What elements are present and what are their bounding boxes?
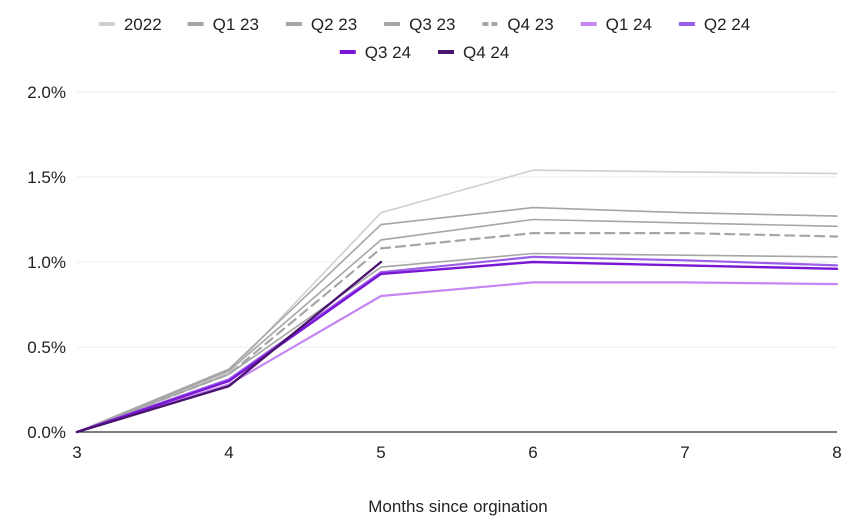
y-tick-label: 1.5% — [27, 168, 66, 187]
series-line-q3-23 — [76, 252, 838, 433]
x-tick-label: 6 — [528, 443, 537, 462]
legend-label: 2022 — [124, 15, 162, 34]
y-axis-tick-labels: 0.0% 0.5% 1.0% 1.5% 2.0% — [27, 83, 66, 442]
y-tick-label: 1.0% — [27, 253, 66, 272]
x-axis-title: Months since orgination — [368, 497, 548, 516]
x-tick-label: 4 — [224, 443, 233, 462]
legend-label: Q1 24 — [606, 15, 652, 34]
x-tick-label: 7 — [680, 443, 689, 462]
legend-label: Q2 23 — [311, 15, 357, 34]
series-line-q2-24 — [75, 255, 839, 434]
x-axis-tick-labels: 3 4 5 6 7 8 — [72, 443, 841, 462]
legend-label: Q3 23 — [409, 15, 455, 34]
x-tick-label: 3 — [72, 443, 81, 462]
grid-lines — [77, 91, 837, 433]
x-tick-label: 5 — [376, 443, 385, 462]
series-line-2022 — [76, 169, 838, 433]
series-line-q1-24 — [75, 281, 839, 434]
legend-label: Q1 23 — [213, 15, 259, 34]
series-lines — [75, 169, 839, 434]
series-line-q1-23 — [76, 206, 838, 433]
y-tick-label: 0.5% — [27, 338, 66, 357]
legend-label: Q3 24 — [365, 43, 411, 62]
y-tick-label: 0.0% — [27, 423, 66, 442]
chart-legend: 2022 Q1 23 Q2 23 Q3 23 Q4 23 Q1 24 Q2 24 Q3 24 Q… — [98, 15, 750, 62]
legend-label: Q4 23 — [507, 15, 553, 34]
series-line-q2-23 — [76, 218, 838, 433]
series-line-q4-23 — [75, 232, 839, 434]
legend-label: Q4 24 — [463, 43, 509, 62]
series-line-q3-24 — [75, 260, 839, 434]
y-tick-label: 2.0% — [27, 83, 66, 102]
series-line-q4-24 — [75, 260, 383, 434]
x-tick-label: 8 — [832, 443, 841, 462]
legend-label: Q2 24 — [704, 15, 750, 34]
